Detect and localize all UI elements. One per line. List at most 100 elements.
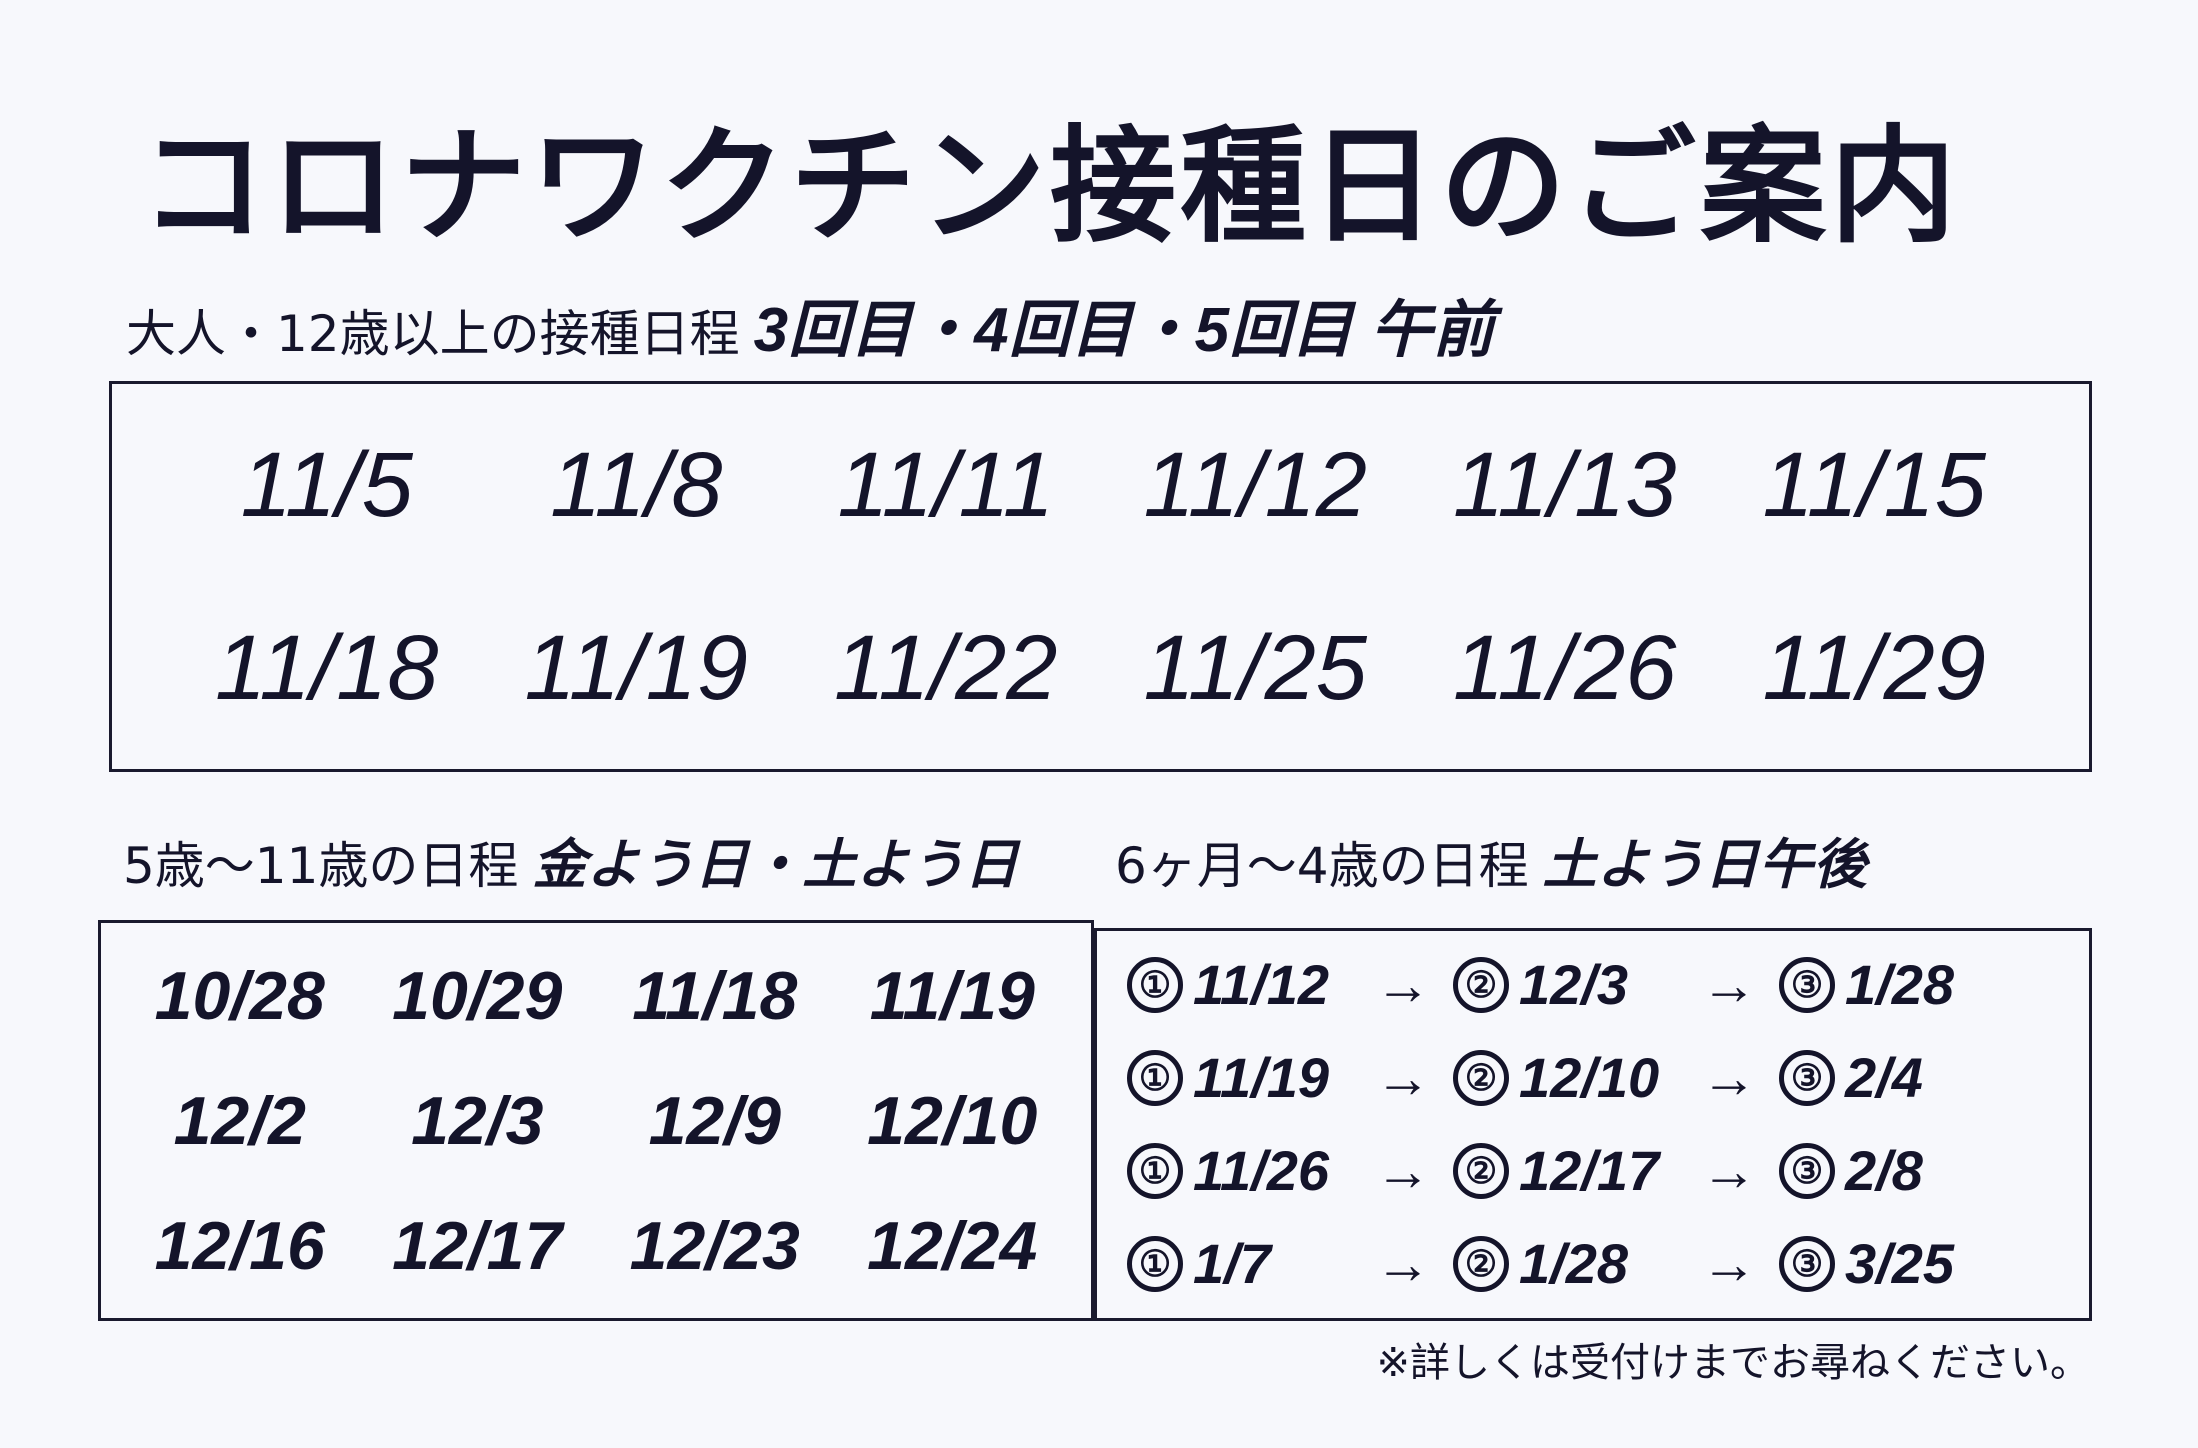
arrow-icon: → [1375, 1231, 1431, 1295]
infant-date: 11/19 [1193, 1046, 1329, 1110]
child-date-cell: 11/18 [596, 933, 834, 1058]
adult-date: 11/22 [834, 616, 1058, 719]
arrow-icon: → [1701, 1046, 1757, 1110]
infant-date: 12/3 [1519, 953, 1628, 1017]
page-title: コロナワクチン接種日のご案内 [140, 113, 1960, 260]
infant-date: 11/12 [1193, 953, 1329, 1017]
child-date: 12/24 [867, 1207, 1038, 1284]
adult-date: 11/5 [240, 434, 413, 537]
adult-date-cell: 11/11 [791, 394, 1101, 577]
adult-date-cell: 11/26 [1410, 577, 1720, 760]
infant-schedule-rows: ① 11/12 → ② 12/3 → ③ 1/28 ① 11/19 → ② 12/10 → ③ 2/4 ① 11/… [1097, 931, 2089, 1318]
child-date: 12/10 [867, 1082, 1038, 1159]
adult-date: 11/11 [837, 434, 1055, 537]
adult-label: 大人・12歳以上の接種日程 [126, 305, 740, 363]
adult-date: 11/12 [1143, 434, 1367, 537]
child-date: 12/23 [629, 1207, 800, 1284]
child-date: 12/9 [648, 1082, 781, 1159]
adult-date: 11/19 [524, 616, 748, 719]
infant-schedule-box: ① 11/12 → ② 12/3 → ③ 1/28 ① 11/19 → ② 12/10 → ③ 2/4 ① 11/… [1094, 928, 2092, 1321]
adult-date-cell: 11/13 [1410, 394, 1720, 577]
arrow-icon: → [1701, 953, 1757, 1017]
infant-date: 3/25 [1845, 1231, 1954, 1295]
adult-date: 11/26 [1453, 616, 1677, 719]
adult-date: 11/18 [215, 616, 439, 719]
child-note: 金よう日・土よう日 [532, 835, 1019, 895]
dose-number-mark: ② [1453, 1050, 1509, 1107]
infant-date: 1/7 [1193, 1231, 1271, 1295]
infant-schedule-row: ① 1/7 → ② 1/28 → ③ 3/25 [1127, 1224, 2059, 1304]
child-date-cell: 12/3 [359, 1058, 597, 1183]
child-date-cell: 11/19 [834, 933, 1072, 1058]
arrow-icon: → [1701, 1138, 1757, 1202]
child-date: 12/2 [173, 1082, 306, 1159]
adult-date-cell: 11/25 [1101, 577, 1411, 760]
infant-date: 12/17 [1519, 1138, 1660, 1202]
dose-number-mark: ② [1453, 957, 1509, 1014]
adult-date: 11/15 [1762, 434, 1986, 537]
adult-date: 11/8 [550, 434, 723, 537]
adult-heading: 大人・12歳以上の接種日程 3回目・4回目・5回目 午前 [126, 300, 1494, 362]
adult-date-cell: 11/29 [1720, 577, 2030, 760]
infant-schedule-row: ① 11/19 → ② 12/10 → ③ 2/4 [1127, 1038, 2059, 1118]
infant-date: 2/8 [1845, 1138, 1923, 1202]
child-date: 10/28 [154, 957, 325, 1034]
child-date: 12/3 [411, 1082, 544, 1159]
child-date-cell: 12/23 [596, 1183, 834, 1308]
adult-dates-grid: 11/5 11/8 11/11 11/12 11/13 11/15 11/18 11/19 11… [112, 384, 2089, 769]
adult-dates-box: 11/5 11/8 11/11 11/12 11/13 11/15 11/18 11/19 11… [109, 381, 2092, 772]
child-date-cell: 10/29 [359, 933, 597, 1058]
infant-date: 1/28 [1845, 953, 1954, 1017]
infant-date: 11/26 [1193, 1138, 1329, 1202]
dose-number-mark: ① [1127, 1050, 1183, 1107]
dose-number-mark: ③ [1779, 1050, 1835, 1107]
child-date-cell: 12/2 [121, 1058, 359, 1183]
adult-date-cell: 11/15 [1720, 394, 2030, 577]
infant-schedule-row: ① 11/12 → ② 12/3 → ③ 1/28 [1127, 945, 2059, 1025]
child-date-cell: 10/28 [121, 933, 359, 1058]
adult-date: 11/29 [1762, 616, 1986, 719]
dose-number-mark: ② [1453, 1235, 1509, 1292]
adult-date-cell: 11/19 [482, 577, 792, 760]
adult-date-cell: 11/8 [482, 394, 792, 577]
arrow-icon: → [1701, 1231, 1757, 1295]
infant-date: 12/10 [1519, 1046, 1660, 1110]
dose-number-mark: ① [1127, 1142, 1183, 1199]
infant-label: 6ヶ月〜4歳の日程 [1115, 837, 1529, 895]
child-date-cell: 12/24 [834, 1183, 1072, 1308]
child-label: 5歳〜11歳の日程 [123, 837, 519, 895]
adult-date-cell: 11/18 [172, 577, 482, 760]
adult-date: 11/25 [1143, 616, 1367, 719]
adult-date-cell: 11/5 [172, 394, 482, 577]
infant-date: 2/4 [1845, 1046, 1923, 1110]
arrow-icon: → [1375, 1046, 1431, 1110]
child-date-cell: 12/10 [834, 1058, 1072, 1183]
infant-heading: 6ヶ月〜4歳の日程 土よう日午後 [1115, 838, 1867, 892]
infant-note: 土よう日午後 [1542, 835, 1867, 895]
adult-note: 3回目・4回目・5回目 午前 [753, 296, 1495, 365]
infant-date: 1/28 [1519, 1231, 1628, 1295]
child-dates-grid: 10/28 10/29 11/18 11/19 12/2 12/3 12/9 12/10 12/… [101, 923, 1091, 1318]
child-date: 10/29 [392, 957, 563, 1034]
child-dates-box: 10/28 10/29 11/18 11/19 12/2 12/3 12/9 12/10 12/… [98, 920, 1094, 1321]
footnote: ※詳しくは受付けまでお尋ねください。 [1376, 1340, 2090, 1386]
dose-number-mark: ① [1127, 957, 1183, 1014]
infant-schedule-row: ① 11/26 → ② 12/17 → ③ 2/8 [1127, 1131, 2059, 1211]
adult-date-cell: 11/12 [1101, 394, 1411, 577]
adult-date: 11/13 [1453, 434, 1677, 537]
arrow-icon: → [1375, 953, 1431, 1017]
dose-number-mark: ② [1453, 1142, 1509, 1199]
adult-date-cell: 11/22 [791, 577, 1101, 760]
child-date-cell: 12/17 [359, 1183, 597, 1308]
child-date: 12/16 [154, 1207, 325, 1284]
child-date: 11/19 [869, 957, 1035, 1034]
dose-number-mark: ① [1127, 1235, 1183, 1292]
child-date-cell: 12/16 [121, 1183, 359, 1308]
child-date: 11/18 [632, 957, 798, 1034]
child-date: 12/17 [392, 1207, 563, 1284]
child-heading: 5歳〜11歳の日程 金よう日・土よう日 [123, 838, 1018, 892]
dose-number-mark: ③ [1779, 1142, 1835, 1199]
dose-number-mark: ③ [1779, 1235, 1835, 1292]
arrow-icon: → [1375, 1138, 1431, 1202]
dose-number-mark: ③ [1779, 957, 1835, 1014]
